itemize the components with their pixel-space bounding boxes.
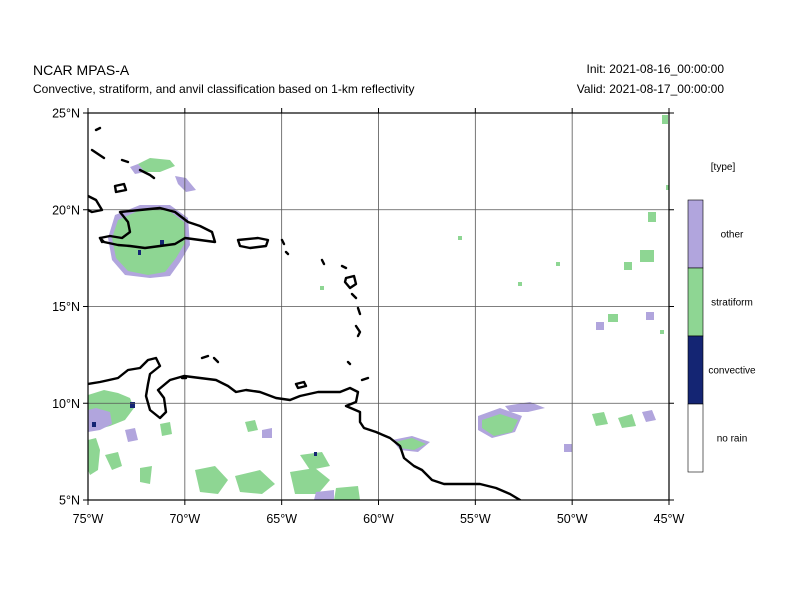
init-time: Init: 2021-08-16_00:00:00	[586, 62, 724, 76]
coastline-cuba-east	[88, 194, 104, 214]
precip-area-stratiform	[195, 466, 228, 494]
lon-tick-label: 70°W	[169, 512, 200, 526]
coastline-lesser-antilles	[280, 238, 370, 390]
legend-swatch-other	[687, 199, 704, 269]
precip-cell-convective	[92, 422, 96, 427]
precip-cell-convective	[130, 402, 135, 408]
precip-area-other	[175, 176, 196, 192]
precip-area-other	[564, 444, 572, 452]
coastlines	[88, 126, 522, 500]
coastline-puerto-rico	[236, 236, 270, 250]
precip-area-other	[125, 428, 138, 442]
precip-area-other	[262, 428, 272, 438]
legend-label-stratiform: stratiform	[711, 298, 753, 309]
lon-tick-label: 50°W	[557, 512, 588, 526]
lat-tick-label: 15°N	[52, 300, 80, 314]
precip-area-stratiform	[482, 414, 518, 436]
precip-area-stratiform	[395, 438, 426, 450]
precip-area-stratiform	[334, 486, 360, 500]
precip-cell-convective	[138, 250, 141, 255]
lon-tick-label: 75°W	[73, 512, 104, 526]
precip-area-other	[505, 402, 545, 412]
lon-tick-label: 55°W	[460, 512, 491, 526]
lat-tick-label: 20°N	[52, 203, 80, 217]
precip-area-other	[646, 312, 654, 320]
precip-area-stratiform	[624, 262, 632, 270]
legend-label-other: other	[721, 230, 744, 241]
precip-cell-convective	[160, 240, 164, 246]
precip-area-other	[88, 408, 112, 432]
map-title: NCAR MPAS-A	[33, 62, 130, 78]
precip-area-stratiform	[556, 262, 560, 266]
valid-time: Valid: 2021-08-17_00:00:00	[576, 82, 724, 96]
precip-cell-convective	[314, 452, 317, 456]
legend-swatch-no-rain	[687, 403, 704, 473]
precip-area-stratiform	[112, 210, 185, 275]
precip-area-stratiform	[592, 412, 608, 426]
precip-area-stratiform	[290, 468, 330, 494]
lat-tick-label: 5°N	[59, 494, 80, 508]
legend-label-no-rain: no rain	[717, 434, 748, 445]
lon-tick-label: 45°W	[654, 512, 685, 526]
precip-area-stratiform	[300, 452, 330, 470]
coastline-aruba-curacao	[180, 354, 220, 380]
precip-area-stratiform	[88, 438, 100, 475]
map-subtitle: Convective, stratiform, and anvil classi…	[33, 82, 415, 96]
precip-area-stratiform	[245, 420, 258, 432]
legend-label-convective: convective	[708, 366, 756, 377]
precip-area-other	[642, 410, 656, 422]
precip-area-stratiform	[105, 452, 122, 470]
precip-area-stratiform	[666, 185, 669, 190]
precip-area-stratiform	[660, 330, 664, 334]
legend-swatch-stratiform	[687, 267, 704, 337]
coastline-south-america	[88, 356, 522, 500]
precip-area-stratiform	[320, 286, 324, 290]
precip-area-stratiform	[235, 470, 275, 494]
lon-tick-label: 65°W	[266, 512, 297, 526]
coastline-bahamas	[90, 126, 156, 194]
precip-area-stratiform	[640, 250, 654, 262]
coastline-jamaica	[98, 236, 104, 244]
lat-tick-label: 10°N	[52, 397, 80, 411]
precip-area-stratiform	[608, 314, 618, 322]
precip-area-stratiform	[618, 414, 636, 428]
precip-area-stratiform	[458, 236, 462, 240]
precip-area-stratiform	[662, 115, 668, 124]
precip-area-other	[314, 490, 334, 500]
precip-area-stratiform	[160, 422, 172, 436]
legend: [type] other stratiform convective no rain	[687, 162, 756, 473]
coastline-hispaniola	[98, 206, 217, 250]
map-axes: 75°W 70°W 65°W 60°W 55°W 50°W 45°W 25°N 20°N 15°N…	[52, 107, 684, 527]
precip-area-stratiform	[140, 466, 152, 484]
precip-area-stratiform	[648, 212, 656, 222]
legend-swatch-convective	[687, 335, 704, 405]
lon-tick-label: 60°W	[363, 512, 394, 526]
map-gridlines	[88, 113, 669, 500]
precip-classification-field	[88, 115, 669, 500]
legend-title: [type]	[711, 162, 736, 173]
lat-tick-label: 25°N	[52, 107, 80, 121]
precip-area-stratiform	[138, 158, 175, 172]
precip-area-stratiform	[518, 282, 522, 286]
precip-area-other	[596, 322, 604, 330]
